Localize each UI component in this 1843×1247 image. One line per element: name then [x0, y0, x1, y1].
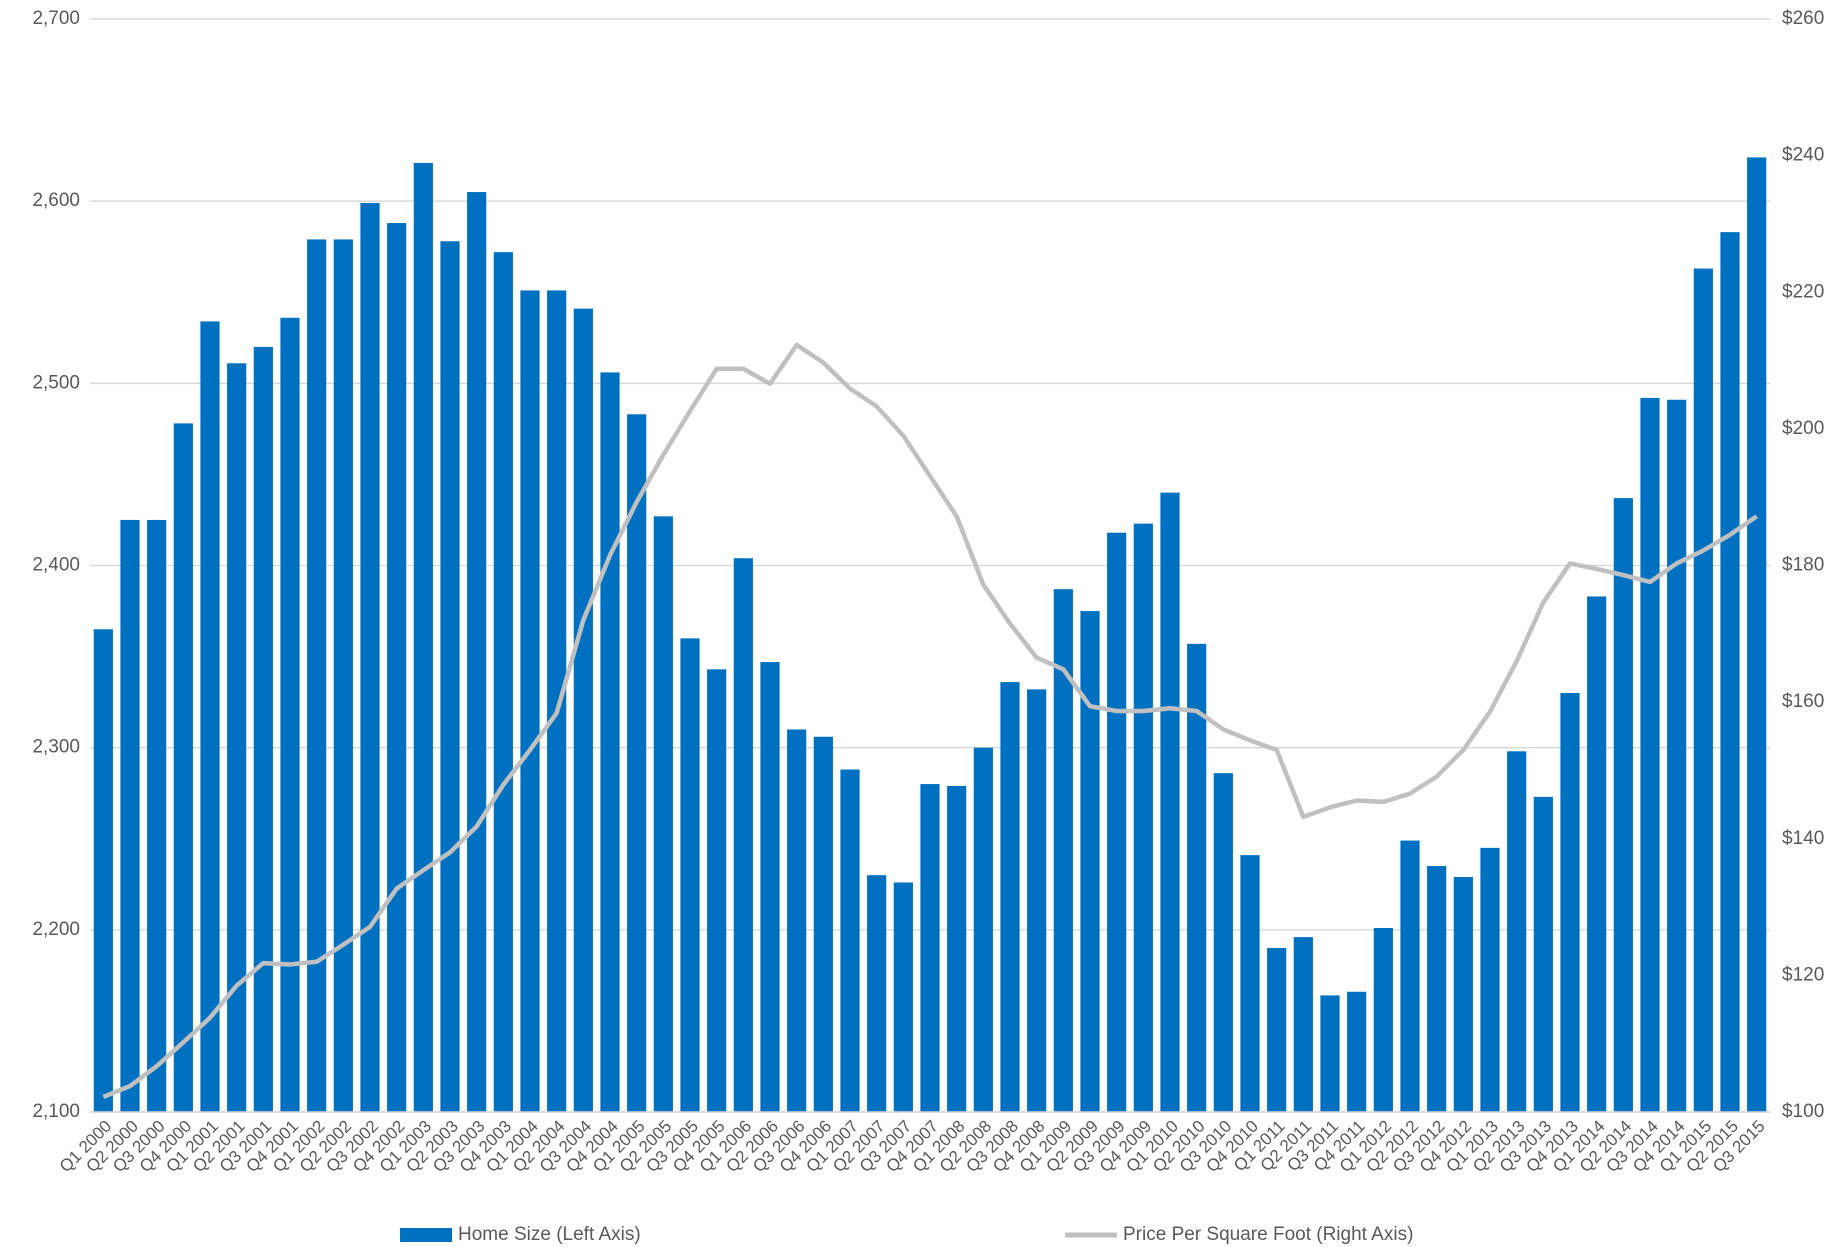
bar: [627, 414, 647, 1113]
bar: [813, 736, 833, 1112]
y-tick-label: 2,400: [32, 555, 80, 576]
bar: [1507, 751, 1527, 1112]
bar: [787, 729, 807, 1112]
bar: [493, 252, 513, 1112]
y2-tick-label: $160: [1782, 691, 1824, 712]
y2-tick-label: $140: [1782, 828, 1824, 849]
y2-tick-label: $100: [1782, 1101, 1824, 1122]
bar: [1613, 498, 1633, 1112]
y2-tick-label: $220: [1782, 281, 1824, 302]
bar: [467, 192, 487, 1112]
bar: [1427, 866, 1447, 1112]
y2-tick-label: $120: [1782, 964, 1824, 985]
y-tick-label: 2,100: [32, 1101, 80, 1122]
bar: [1693, 268, 1713, 1112]
bar: [307, 239, 327, 1113]
bar: [1267, 948, 1287, 1112]
bar: [147, 519, 167, 1112]
bar: [440, 241, 460, 1112]
bar: [1533, 796, 1553, 1112]
bar: [1027, 689, 1047, 1112]
bar: [1640, 397, 1660, 1112]
legend-label: Price Per Square Foot (Right Axis): [1123, 1224, 1413, 1245]
y-tick-label: 2,300: [32, 737, 80, 758]
bar: [1000, 682, 1020, 1112]
bar: [1560, 693, 1580, 1112]
bar: [893, 882, 913, 1112]
y-tick-label: 2,600: [32, 190, 80, 211]
bar: [520, 290, 540, 1112]
bar: [547, 290, 567, 1112]
bar: [1213, 773, 1233, 1112]
bar: [600, 372, 620, 1112]
legend-label: Home Size (Left Axis): [458, 1224, 641, 1245]
bar: [387, 223, 407, 1112]
bar: [1720, 232, 1740, 1112]
bar: [1747, 157, 1767, 1113]
y2-tick-label: $240: [1782, 145, 1824, 166]
bar: [733, 558, 753, 1112]
y2-tick-label: $260: [1782, 8, 1824, 29]
bar: [840, 769, 860, 1112]
bar: [1320, 995, 1340, 1112]
bar: [333, 239, 353, 1113]
bar: [280, 317, 300, 1113]
bar: [173, 423, 193, 1112]
bar: [1347, 991, 1367, 1112]
bar: [573, 308, 593, 1112]
bar: [1053, 589, 1073, 1112]
bar: [1187, 643, 1207, 1112]
bar: [1400, 840, 1420, 1112]
bar: [1453, 877, 1473, 1112]
bar: [947, 785, 967, 1112]
y-tick-label: 2,700: [32, 8, 80, 29]
bar: [1240, 855, 1260, 1112]
bar: [1480, 847, 1500, 1112]
bar: [760, 662, 780, 1112]
y-tick-label: 2,500: [32, 372, 80, 393]
bar: [1160, 492, 1180, 1113]
bar: [1107, 532, 1127, 1112]
bar: [680, 638, 700, 1112]
bar: [1080, 611, 1100, 1112]
bar: [253, 346, 273, 1112]
bar: [227, 363, 247, 1112]
bar: [1587, 596, 1607, 1112]
bar: [973, 747, 993, 1112]
bar: [200, 321, 220, 1112]
bar: [93, 629, 113, 1112]
y2-tick-label: $200: [1782, 418, 1824, 439]
legend-swatch: [400, 1228, 452, 1242]
bar: [120, 519, 140, 1112]
y-tick-label: 2,200: [32, 919, 80, 940]
bar: [867, 875, 887, 1112]
bar: [653, 516, 673, 1112]
line: [102, 342, 1758, 1100]
bar: [920, 784, 940, 1112]
bar: [1667, 399, 1687, 1112]
bar: [413, 162, 433, 1112]
bar: [1293, 937, 1313, 1112]
bar: [1373, 928, 1393, 1112]
bar: [360, 202, 380, 1112]
bar: [1133, 523, 1153, 1112]
y2-tick-label: $180: [1782, 555, 1824, 576]
bar: [707, 669, 727, 1112]
